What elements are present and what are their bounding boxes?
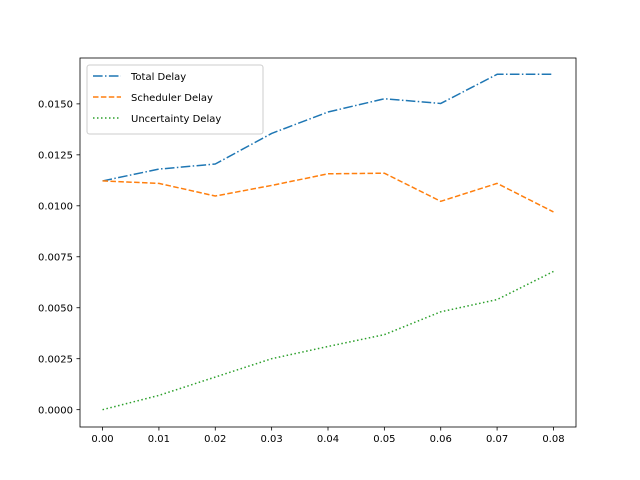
x-tick-label: 0.03 (261, 434, 283, 445)
x-tick-label: 0.00 (91, 434, 113, 445)
x-tick-label: 0.06 (430, 434, 452, 445)
x-tick-label: 0.01 (148, 434, 170, 445)
y-tick-label: 0.0125 (38, 150, 73, 161)
series-layer (102, 73, 554, 411)
legend-label: Total Delay (130, 72, 186, 83)
series-line-1 (102, 73, 554, 182)
series-line-2 (102, 172, 554, 213)
x-tick-label: 0.08 (542, 434, 564, 445)
x-tick-label: 0.04 (317, 434, 339, 445)
legend-label: Uncertainty Delay (131, 114, 221, 125)
x-tick-label: 0.02 (204, 434, 226, 445)
y-tick-label: 0.0025 (38, 354, 73, 365)
y-tick-label: 0.0050 (38, 303, 73, 314)
legend-box (86, 64, 264, 135)
legend-label: Scheduler Delay (131, 93, 213, 104)
y-tick-label: 0.0000 (38, 405, 73, 416)
legend: Total Delay Scheduler Delay Uncertainty De… (86, 64, 264, 135)
x-tick-label: 0.05 (373, 434, 395, 445)
y-tick-label: 0.0100 (38, 201, 73, 212)
axes-layer: 0.00 0.01 0.02 0.03 0.04 0.05 0.06 0.07 0.08 0.00… (38, 57, 577, 445)
x-tick-label: 0.07 (486, 434, 508, 445)
y-tick-label: 0.0075 (38, 252, 73, 263)
y-tick-label: 0.0150 (38, 99, 73, 110)
